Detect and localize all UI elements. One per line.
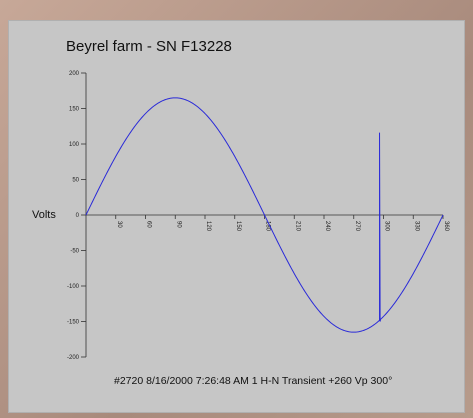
x-tick-label: 120	[205, 221, 211, 232]
x-tick-label: 330	[413, 221, 419, 232]
series-layer	[85, 97, 444, 333]
chart-title: Beyrel farm - SN F13228	[66, 38, 232, 55]
y-tick-label: 100	[69, 142, 80, 148]
y-tick-label: 0	[76, 213, 80, 219]
chart-panel	[8, 20, 465, 413]
x-tick-label: 270	[354, 221, 360, 232]
y-tick-label: 200	[69, 71, 80, 77]
x-tick-label: 360	[443, 221, 449, 232]
y-tick-label: -100	[67, 284, 80, 290]
y-tick-label: -150	[67, 320, 80, 326]
series-line	[85, 97, 444, 333]
x-tick-label: 90	[175, 221, 181, 228]
x-tick-label: 60	[146, 221, 152, 228]
y-tick-label: 50	[72, 178, 79, 184]
x-tick-label: 30	[116, 221, 122, 228]
x-tick-label: 150	[235, 221, 241, 232]
x-tick-label: 240	[324, 221, 330, 232]
y-tick-label: 150	[69, 107, 80, 113]
y-tick-label: -200	[67, 355, 80, 361]
chart-caption: #2720 8/16/2000 7:26:48 AM 1 H-N Transie…	[114, 375, 392, 387]
x-tick-label: 300	[384, 221, 390, 232]
x-tick-label: 180	[265, 221, 271, 232]
y-axis-label: Volts	[32, 209, 56, 221]
y-tick-label: -50	[70, 249, 79, 255]
x-tick-label: 210	[294, 221, 300, 232]
ticks: 200 150 100 50 0 -50 -100 -150 -200 30 60 90 120 150 1…	[67, 71, 449, 361]
